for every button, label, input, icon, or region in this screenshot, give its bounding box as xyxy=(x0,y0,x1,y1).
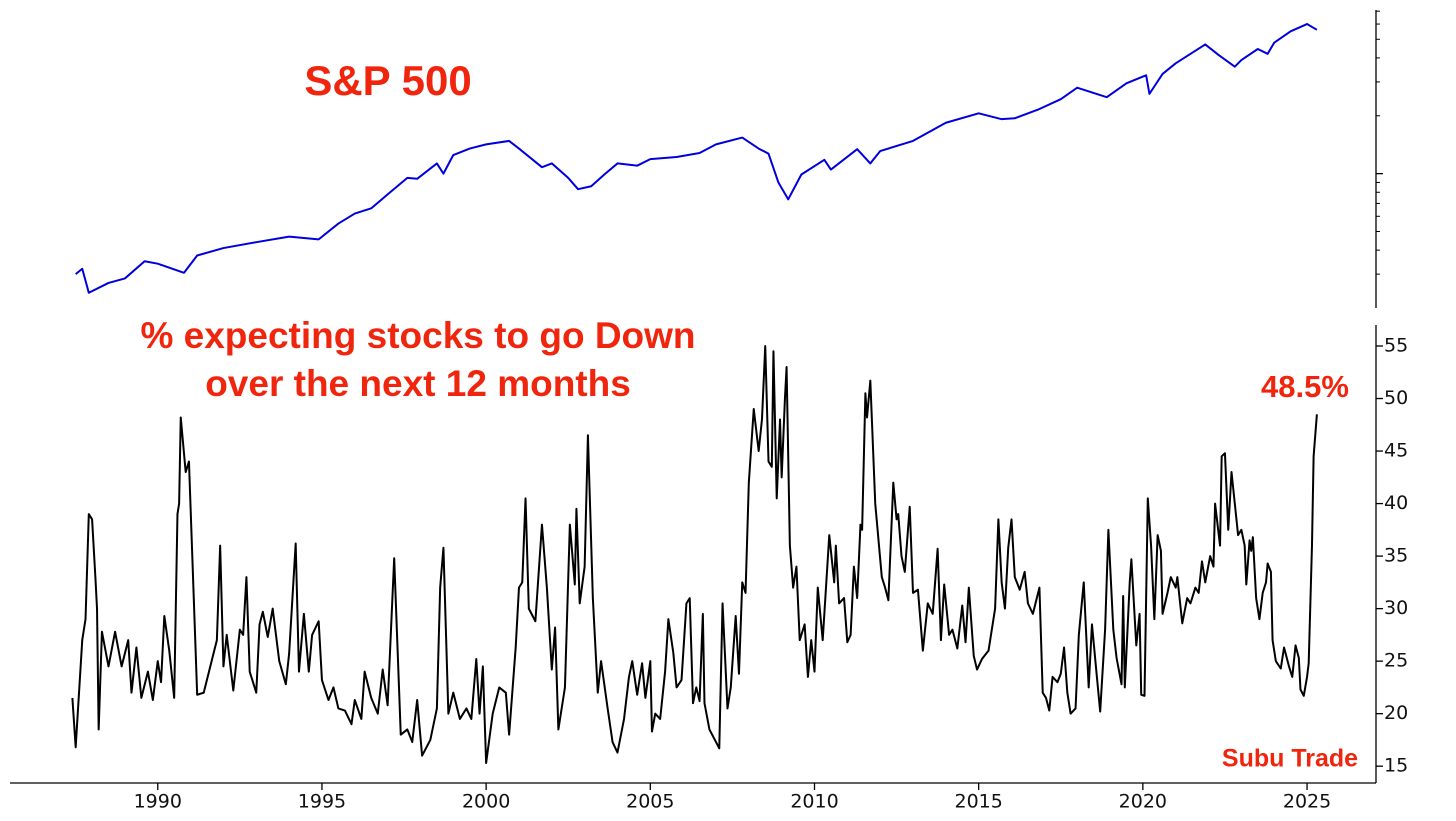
credit: Subu Trade xyxy=(1222,745,1358,773)
x-tick-label: 2010 xyxy=(790,791,838,813)
data-line xyxy=(71,345,1318,765)
sp500-panel: S&P 500 xyxy=(75,10,1383,308)
y-tick-label: 50 xyxy=(1384,387,1408,409)
chart-title: % expecting stocks to go Down xyxy=(140,315,695,356)
chart-title: S&P 500 xyxy=(304,57,471,104)
y-tick-label: 40 xyxy=(1384,492,1408,514)
y-tick-label: 55 xyxy=(1384,335,1408,357)
y-tick-label: 15 xyxy=(1384,755,1408,777)
annotation: 48.5% xyxy=(1261,369,1349,404)
y-tick-label: 45 xyxy=(1384,440,1408,462)
y-tick-label: 35 xyxy=(1384,545,1408,567)
y-tick-label: 20 xyxy=(1384,702,1408,724)
x-tick-label: 1995 xyxy=(298,791,346,813)
x-tick-label: 2005 xyxy=(626,791,674,813)
x-tick-label: 2015 xyxy=(954,791,1002,813)
chart-title: over the next 12 months xyxy=(205,363,631,404)
x-tick-label: 2020 xyxy=(1119,791,1167,813)
data-line xyxy=(75,23,1318,294)
x-tick-label: 1990 xyxy=(134,791,182,813)
y-tick-label: 25 xyxy=(1384,650,1408,672)
x-tick-label: 2000 xyxy=(462,791,510,813)
y-tick-label: 30 xyxy=(1384,597,1408,619)
x-tick-label: 2025 xyxy=(1283,791,1331,813)
